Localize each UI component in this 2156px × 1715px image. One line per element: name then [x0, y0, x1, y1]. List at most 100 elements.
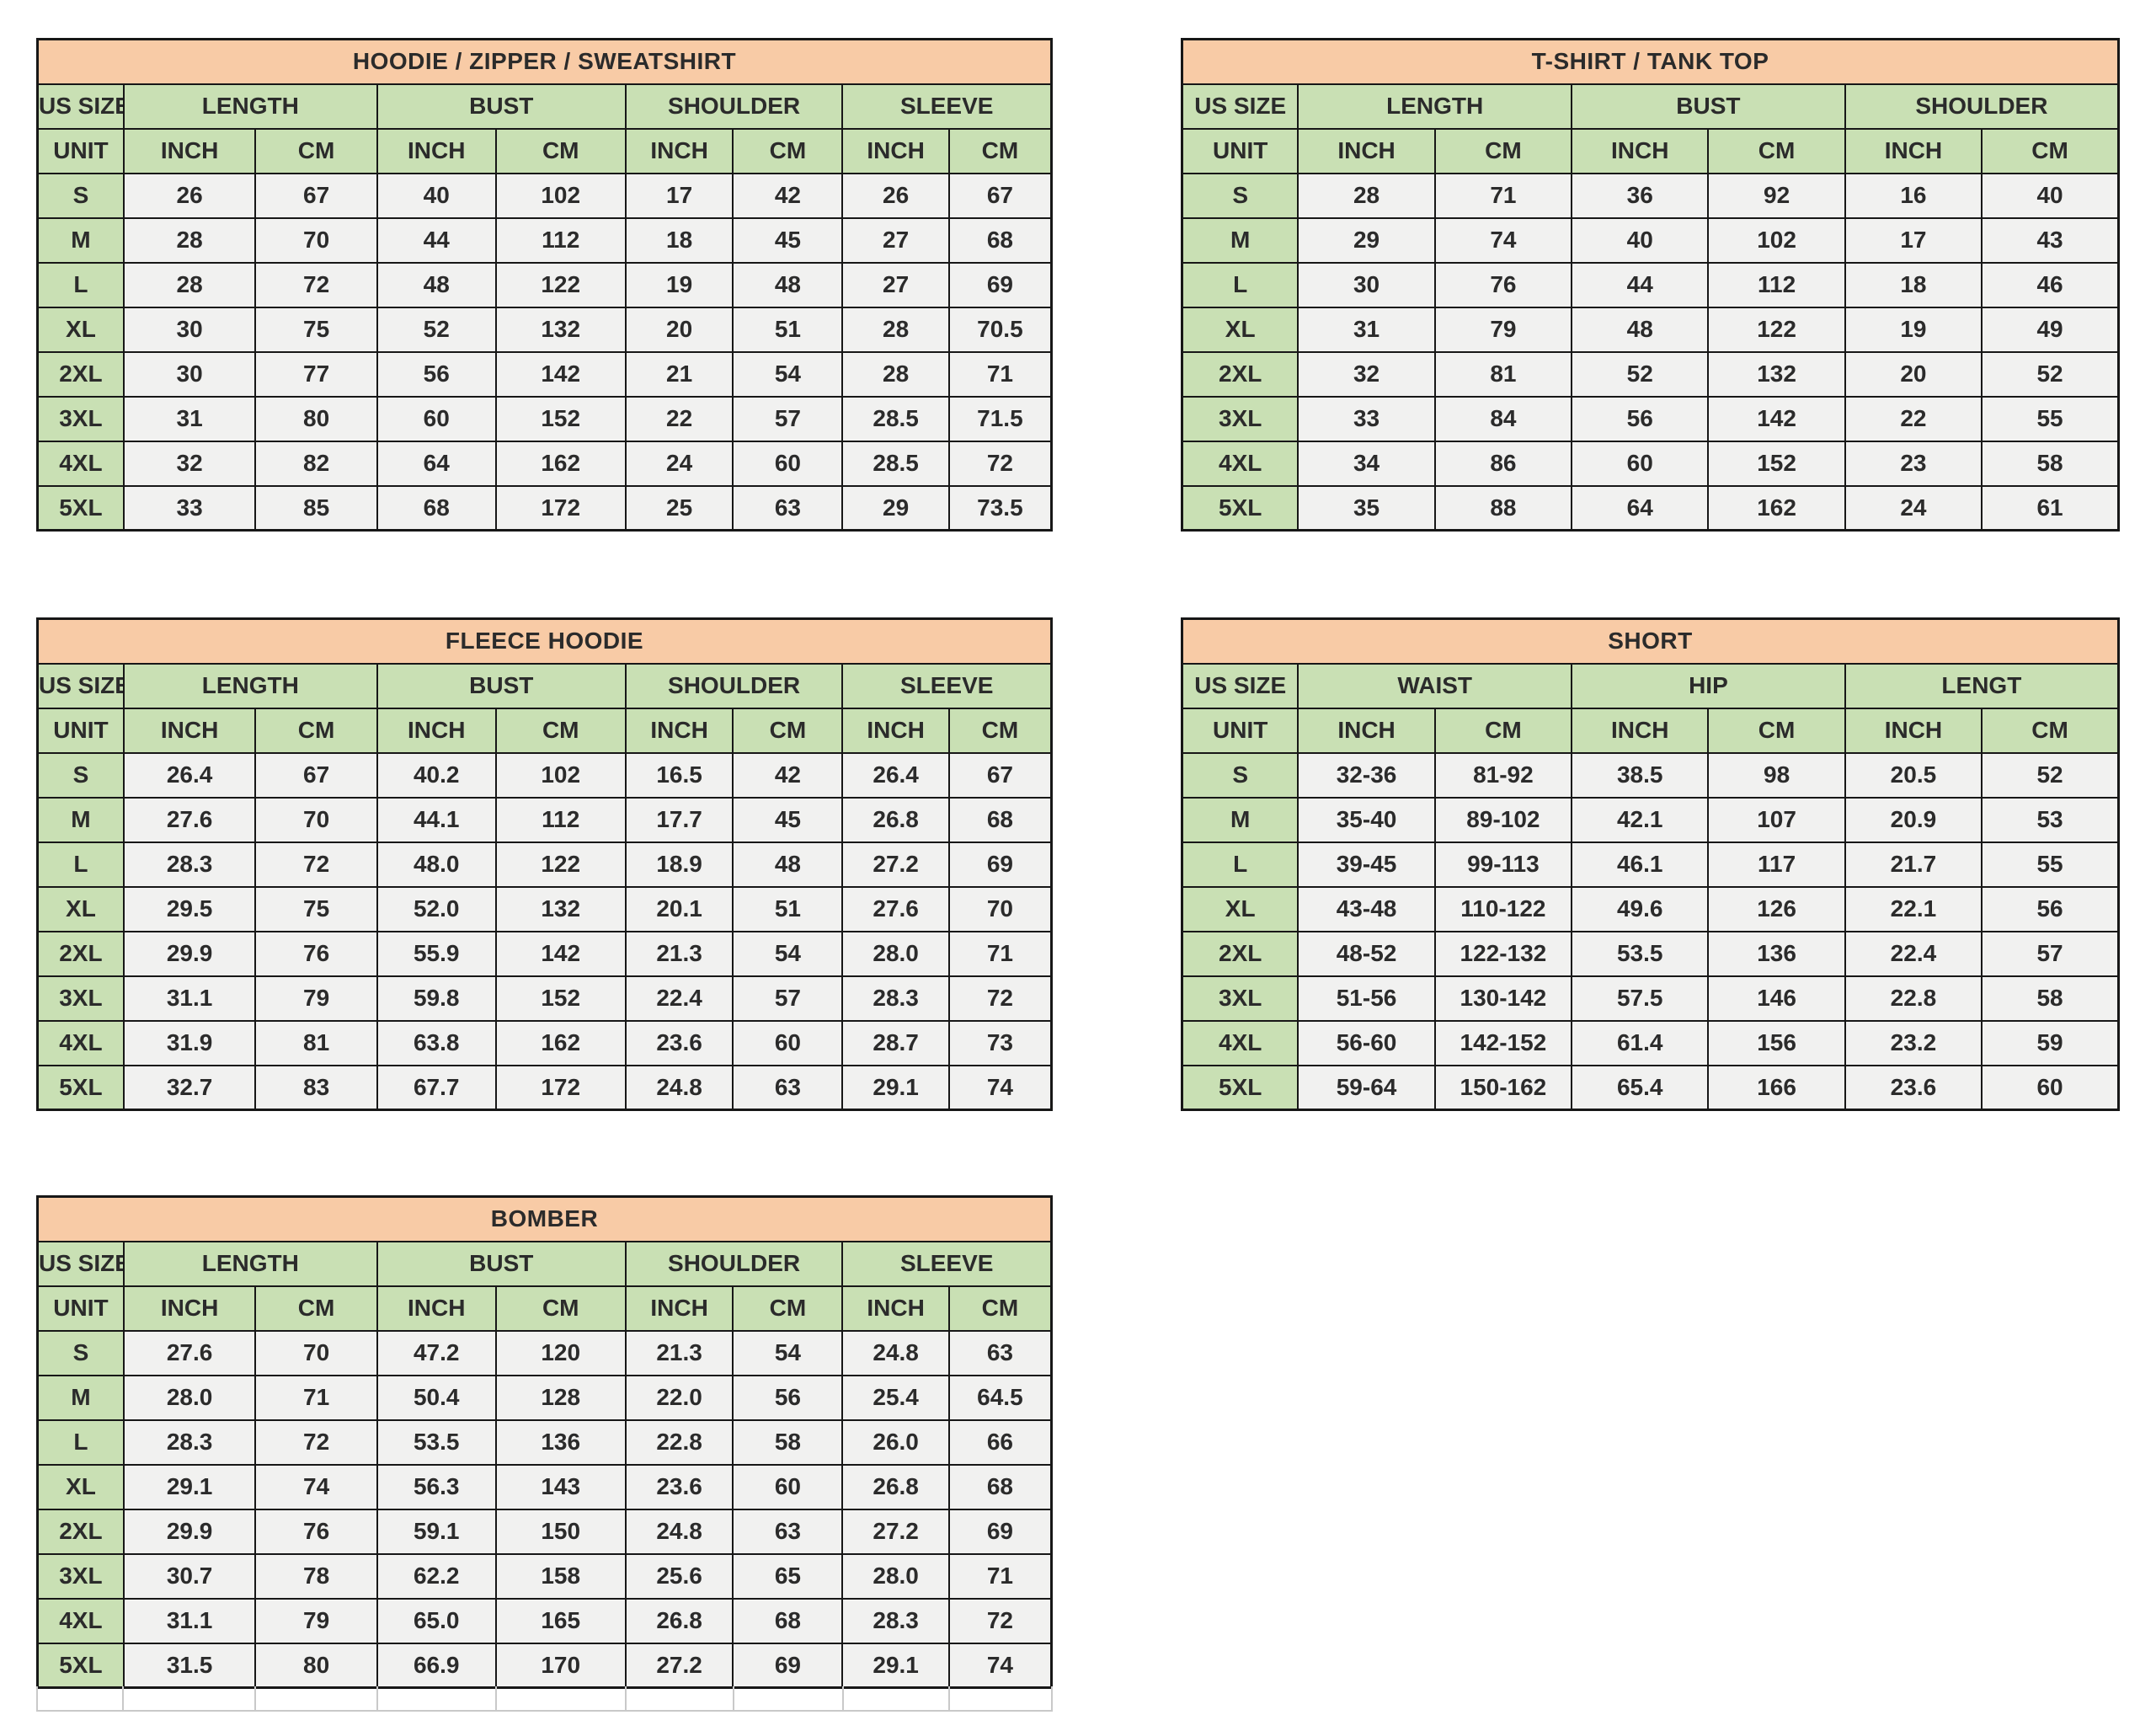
unit-header-cell: CM — [254, 127, 378, 174]
unit-header-cell: INCH — [841, 127, 950, 174]
size-row: L 28 72 48 122 19 48 27 69 — [36, 261, 1053, 308]
value-cell: 28 — [122, 216, 257, 264]
value-cell: 45 — [732, 796, 844, 843]
value-cell: 142 — [494, 930, 627, 977]
value-cell: 20.1 — [624, 885, 734, 932]
value-cell: 74 — [254, 1463, 378, 1510]
size-row: 2XL 30 77 56 142 21 54 28 71 — [36, 350, 1053, 398]
value-cell: 70 — [254, 796, 378, 843]
value-cell: 29 — [841, 484, 950, 532]
value-cell: 98 — [1707, 751, 1846, 799]
value-cell: 67 — [254, 751, 378, 799]
value-cell: 30 — [122, 306, 257, 353]
value-cell: 55 — [1981, 395, 2120, 442]
group-header-cell: SLEEVE — [841, 1240, 1053, 1287]
value-cell: 74 — [947, 1642, 1053, 1689]
title-row: SHORT — [1181, 617, 2120, 665]
value-cell: 136 — [1707, 930, 1846, 977]
value-cell: 16 — [1844, 172, 1983, 219]
value-cell: 20 — [624, 306, 734, 353]
value-cell: 107 — [1707, 796, 1846, 843]
unit-label-cell: UNIT — [1181, 707, 1299, 754]
spreadsheet-gridline-remnant — [36, 1686, 1053, 1712]
value-cell: 65.0 — [376, 1597, 497, 1644]
size-cell: M — [1181, 796, 1299, 843]
gridline-cell — [38, 1686, 125, 1710]
unit-label-cell: UNIT — [36, 1285, 125, 1332]
size-row: 4XL 31.1 79 65.0 165 26.8 68 28.3 72 — [36, 1597, 1053, 1644]
value-cell: 71 — [254, 1374, 378, 1421]
group-header-cell: LENGTH — [122, 662, 378, 709]
size-cell: 4XL — [36, 440, 125, 487]
value-cell: 33 — [1297, 395, 1436, 442]
value-cell: 26.4 — [841, 751, 950, 799]
value-cell: 30.7 — [122, 1552, 257, 1600]
size-cell: M — [36, 796, 125, 843]
value-cell: 56 — [732, 1374, 844, 1421]
size-cell: 3XL — [36, 975, 125, 1022]
value-cell: 71 — [947, 1552, 1053, 1600]
size-cell: S — [1181, 172, 1299, 219]
title-row: BOMBER — [36, 1195, 1053, 1242]
group-header-row: US SIZE WAIST HIP LENGT — [1181, 662, 2120, 709]
unit-header-cell: INCH — [841, 1285, 950, 1332]
value-cell: 99-113 — [1433, 841, 1573, 888]
value-cell: 63 — [732, 1508, 844, 1555]
value-cell: 60 — [376, 395, 497, 442]
size-row: 5XL 35 88 64 162 24 61 — [1181, 484, 2120, 532]
value-cell: 24.8 — [624, 1508, 734, 1555]
group-header-row: US SIZE LENGTH BUST SHOULDER — [1181, 83, 2120, 130]
value-cell: 26 — [841, 172, 950, 219]
value-cell: 83 — [254, 1064, 378, 1111]
value-cell: 48.0 — [376, 841, 497, 888]
value-cell: 29.1 — [122, 1463, 257, 1510]
bomber-size-chart: BOMBER US SIZE LENGTH BUST SHOULDER SLEEVE UNI… — [36, 1195, 1053, 1689]
gridline-cell — [734, 1686, 844, 1710]
value-cell: 21.3 — [624, 930, 734, 977]
value-cell: 142-152 — [1433, 1019, 1573, 1066]
group-header-row: US SIZE LENGTH BUST SHOULDER SLEEVE — [36, 1240, 1053, 1287]
size-row: 5XL 31.5 80 66.9 170 27.2 69 29.1 74 — [36, 1642, 1053, 1689]
value-cell: 26.8 — [841, 1463, 950, 1510]
group-header-cell: LENGTH — [122, 83, 378, 130]
value-cell: 73 — [947, 1019, 1053, 1066]
value-cell: 28.0 — [122, 1374, 257, 1421]
value-cell: 23.6 — [624, 1463, 734, 1510]
unit-header-cell: INCH — [624, 127, 734, 174]
size-cell: 2XL — [36, 1508, 125, 1555]
group-header-cell: BUST — [376, 1240, 627, 1287]
value-cell: 29.1 — [841, 1064, 950, 1111]
value-cell: 57 — [1981, 930, 2120, 977]
size-cell: S — [36, 172, 125, 219]
size-row: 4XL 31.9 81 63.8 162 23.6 60 28.7 73 — [36, 1019, 1053, 1066]
value-cell: 28 — [841, 306, 950, 353]
group-header-cell: SLEEVE — [841, 662, 1053, 709]
value-cell: 102 — [494, 172, 627, 219]
size-row: 3XL 30.7 78 62.2 158 25.6 65 28.0 71 — [36, 1552, 1053, 1600]
value-cell: 29.9 — [122, 1508, 257, 1555]
value-cell: 29.9 — [122, 930, 257, 977]
value-cell: 60 — [1981, 1064, 2120, 1111]
value-cell: 42 — [732, 751, 844, 799]
value-cell: 28 — [1297, 172, 1436, 219]
gridline-cell — [627, 1686, 734, 1710]
value-cell: 86 — [1433, 440, 1573, 487]
gridline-cell — [124, 1686, 257, 1710]
value-cell: 58 — [1981, 975, 2120, 1022]
value-cell: 51 — [732, 306, 844, 353]
size-cell: S — [36, 751, 125, 799]
value-cell: 84 — [1433, 395, 1573, 442]
value-cell: 27.2 — [624, 1642, 734, 1689]
size-row: 3XL 31.1 79 59.8 152 22.4 57 28.3 72 — [36, 975, 1053, 1022]
size-row: M 28.0 71 50.4 128 22.0 56 25.4 64.5 — [36, 1374, 1053, 1421]
unit-header-cell: INCH — [1844, 707, 1983, 754]
unit-header-row: UNIT INCH CM INCH CM INCH CM INCH CM — [36, 127, 1053, 174]
value-cell: 32.7 — [122, 1064, 257, 1111]
unit-header-cell: INCH — [376, 1285, 497, 1332]
value-cell: 68 — [947, 796, 1053, 843]
value-cell: 69 — [947, 841, 1053, 888]
value-cell: 56 — [376, 350, 497, 398]
value-cell: 31 — [122, 395, 257, 442]
value-cell: 28 — [841, 350, 950, 398]
size-cell: 2XL — [36, 350, 125, 398]
